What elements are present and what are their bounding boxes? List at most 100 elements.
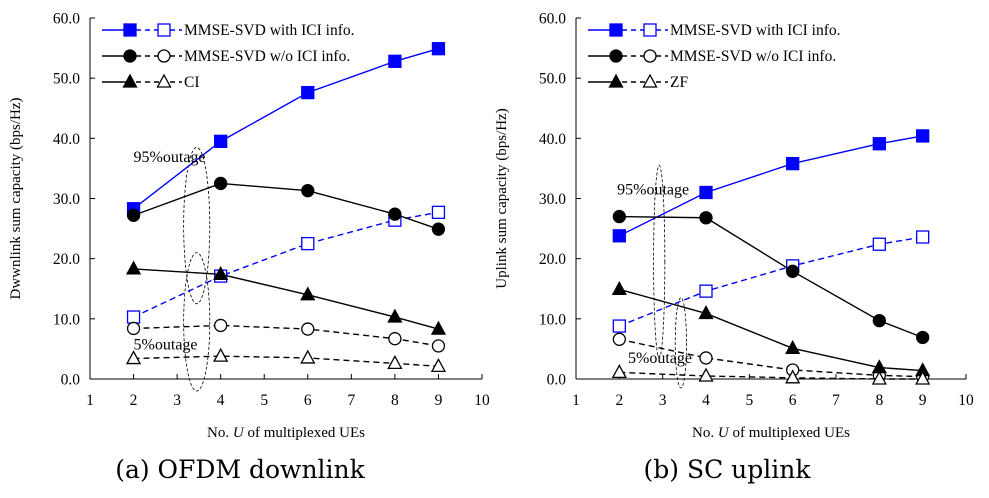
data-point bbox=[214, 176, 228, 191]
legend-item: MMSE-SVD w/o ICI info. bbox=[102, 48, 350, 65]
data-point bbox=[699, 211, 713, 225]
data-point bbox=[300, 349, 316, 364]
legend-label: ZF bbox=[670, 74, 688, 91]
x-axis-title-variable: U bbox=[233, 425, 245, 441]
x-axis-title: No. U of multiplexed UEs bbox=[692, 425, 850, 441]
x-tick-label: 4 bbox=[217, 392, 225, 409]
legend-marker-filled bbox=[608, 73, 624, 88]
legend-marker-open bbox=[643, 49, 657, 63]
legend-label: MMSE-SVD w/o ICI info. bbox=[670, 48, 836, 65]
data-point bbox=[301, 322, 315, 336]
data-point bbox=[611, 364, 627, 379]
x-axis-title-variable: U bbox=[718, 425, 730, 441]
legend: MMSE-SVD with ICI info. MMSE-SVD w/o ICI … bbox=[588, 22, 841, 91]
series-p95-circle bbox=[612, 209, 930, 345]
data-point bbox=[300, 286, 316, 301]
x-tick-label: 6 bbox=[789, 392, 797, 409]
y-tick-label: 30.0 bbox=[53, 191, 80, 208]
legend-label: CI bbox=[184, 74, 200, 91]
x-tick-label: 4 bbox=[702, 392, 710, 409]
data-point bbox=[125, 350, 142, 365]
y-tick-label: 30.0 bbox=[539, 191, 566, 208]
x-tick-label: 2 bbox=[130, 392, 138, 409]
data-point bbox=[785, 369, 801, 384]
legend-item: MMSE-SVD with ICI info. bbox=[588, 22, 841, 39]
x-axis-title: No. U of multiplexed UEs bbox=[207, 425, 365, 441]
x-tick-label: 8 bbox=[391, 392, 399, 409]
y-tick-label: 50.0 bbox=[53, 71, 80, 88]
legend-item: ZF bbox=[588, 73, 688, 91]
data-point bbox=[213, 265, 229, 280]
data-point bbox=[916, 129, 930, 143]
legend-item: MMSE-SVD w/o ICI info. bbox=[588, 48, 836, 65]
y-tick-label: 50.0 bbox=[539, 71, 566, 88]
x-tick-label: 2 bbox=[615, 392, 623, 409]
data-point bbox=[301, 184, 315, 198]
data-point bbox=[431, 42, 446, 56]
data-point bbox=[388, 54, 402, 68]
data-point bbox=[699, 185, 713, 200]
y-tick-label: 60.0 bbox=[53, 11, 80, 28]
outage-label: 5%outage bbox=[628, 350, 692, 367]
y-tick-label: 40.0 bbox=[539, 131, 566, 148]
data-point bbox=[611, 280, 627, 296]
x-tick-label: 1 bbox=[572, 392, 580, 409]
y-tick-label: 10.0 bbox=[539, 311, 566, 328]
data-point bbox=[430, 320, 447, 335]
data-point bbox=[915, 370, 931, 385]
legend-marker-filled bbox=[609, 49, 623, 63]
series-p5-triangle bbox=[125, 347, 447, 373]
y-tick-label: 10.0 bbox=[53, 311, 80, 328]
legend-marker-filled bbox=[123, 49, 137, 63]
y-tick-label: 0.0 bbox=[547, 372, 567, 389]
data-point bbox=[699, 351, 713, 365]
series-p95-square bbox=[612, 129, 930, 243]
data-point bbox=[916, 330, 930, 345]
panel-caption: (a) OFDM downlink bbox=[115, 455, 365, 484]
outage-label: 95%outage bbox=[134, 149, 206, 166]
outage-ellipse bbox=[183, 252, 211, 392]
y-tick-label: 40.0 bbox=[53, 131, 80, 148]
legend-label: MMSE-SVD with ICI info. bbox=[670, 22, 841, 39]
data-point bbox=[612, 319, 626, 333]
y-tick-label: 20.0 bbox=[539, 251, 566, 268]
data-point bbox=[126, 310, 141, 324]
data-point bbox=[698, 305, 714, 320]
data-point bbox=[214, 134, 228, 148]
legend-marker-filled bbox=[609, 23, 623, 37]
data-point bbox=[872, 137, 886, 151]
outage-label: 95%outage bbox=[617, 181, 689, 198]
data-point bbox=[430, 358, 447, 373]
data-point bbox=[786, 156, 800, 171]
x-tick-label: 7 bbox=[832, 392, 840, 409]
x-tick-label: 6 bbox=[304, 392, 312, 409]
y-tick-label: 60.0 bbox=[539, 11, 566, 28]
data-point bbox=[431, 339, 446, 353]
data-point bbox=[872, 237, 886, 251]
outage-ellipse bbox=[653, 165, 666, 359]
series-line bbox=[133, 211, 439, 318]
data-point bbox=[872, 313, 886, 328]
x-tick-label: 5 bbox=[260, 392, 268, 409]
x-tick-label: 10 bbox=[958, 392, 974, 409]
data-point bbox=[785, 339, 801, 354]
data-point bbox=[612, 332, 626, 346]
legend: MMSE-SVD with ICI info. MMSE-SVD w/o ICI … bbox=[102, 22, 355, 91]
data-point bbox=[125, 260, 142, 275]
data-point bbox=[431, 205, 446, 219]
data-point bbox=[214, 318, 228, 333]
data-point bbox=[699, 284, 713, 298]
y-axis-title: Dwwnlink sum capacity (bps/Hz) bbox=[8, 97, 24, 299]
data-point bbox=[301, 85, 315, 100]
chart-panel-b: 0.0 10.0 20.0 30.0 40.0 50.0 60.0 1 2 3 4 5 6 7 8 9 10 No… bbox=[494, 11, 974, 485]
x-tick-label: 7 bbox=[347, 392, 355, 409]
data-point bbox=[612, 229, 626, 243]
data-point bbox=[431, 222, 446, 236]
data-point bbox=[387, 354, 403, 370]
series-p5-triangle bbox=[611, 364, 931, 385]
x-tick-label: 9 bbox=[919, 392, 927, 409]
data-point bbox=[126, 321, 141, 336]
data-point bbox=[388, 332, 402, 346]
